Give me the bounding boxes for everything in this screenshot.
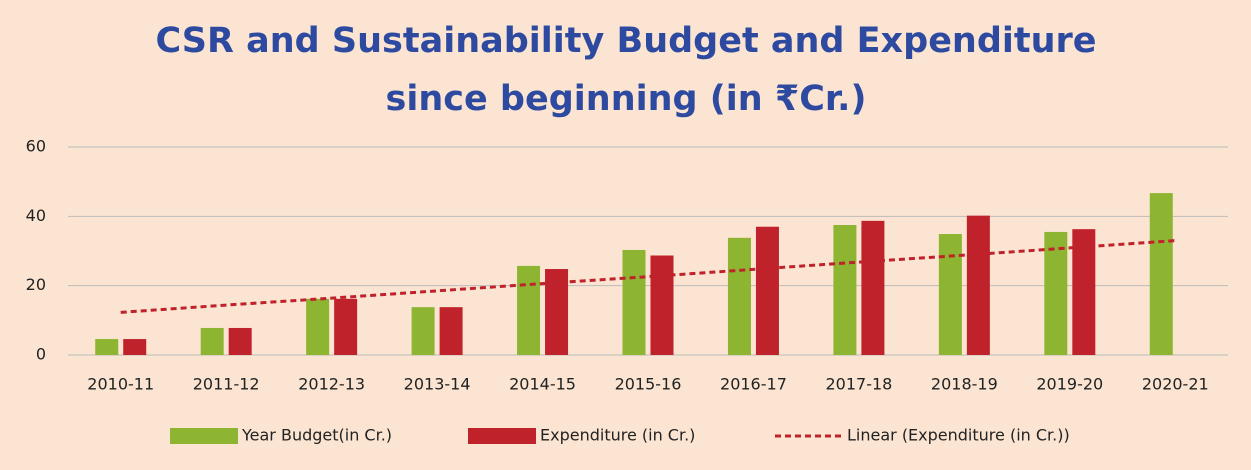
legend-label: Expenditure (in Cr.) (540, 426, 695, 445)
bar (1044, 231, 1068, 355)
bar (1072, 229, 1096, 355)
legend-swatch (468, 428, 536, 444)
x-tick-label: 2011-12 (193, 375, 260, 394)
x-tick-label: 2015-16 (615, 375, 682, 394)
bar (966, 215, 990, 355)
bar (95, 339, 119, 355)
x-tick-label: 2010-11 (87, 375, 154, 394)
bar (200, 327, 224, 355)
bar (439, 307, 463, 355)
bar (861, 220, 885, 355)
chart-title: CSR and Sustainability Budget and Expend… (155, 21, 1096, 61)
bar (1149, 193, 1173, 355)
bar (411, 307, 435, 355)
x-tick-label: 2020-21 (1142, 375, 1209, 394)
y-tick-label: 40 (26, 206, 46, 225)
x-tick-label: 2013-14 (404, 375, 471, 394)
legend-label: Year Budget(in Cr.) (241, 426, 392, 445)
bar (228, 327, 252, 355)
trend-line (120, 239, 1176, 314)
bar (727, 237, 751, 355)
y-tick-label: 0 (36, 345, 46, 364)
chart-title: since beginning (in ₹Cr.) (386, 79, 867, 119)
x-tick-label: 2014-15 (509, 375, 576, 394)
y-tick-label: 60 (26, 137, 46, 156)
bar (545, 269, 569, 355)
legend-swatch (170, 428, 238, 444)
bar (123, 339, 147, 355)
bar (650, 255, 674, 355)
bar (833, 225, 857, 355)
x-tick-label: 2017-18 (825, 375, 892, 394)
x-tick-label: 2012-13 (298, 375, 365, 394)
x-tick-label: 2019-20 (1036, 375, 1103, 394)
bar (517, 265, 541, 355)
y-tick-label: 20 (26, 275, 46, 294)
x-tick-label: 2018-19 (931, 375, 998, 394)
bar (306, 298, 330, 355)
bar (334, 298, 358, 355)
bar (622, 249, 646, 355)
bar (755, 226, 779, 355)
legend-label: Linear (Expenditure (in Cr.)) (847, 426, 1070, 445)
x-tick-label: 2016-17 (720, 375, 787, 394)
bar (938, 234, 962, 355)
